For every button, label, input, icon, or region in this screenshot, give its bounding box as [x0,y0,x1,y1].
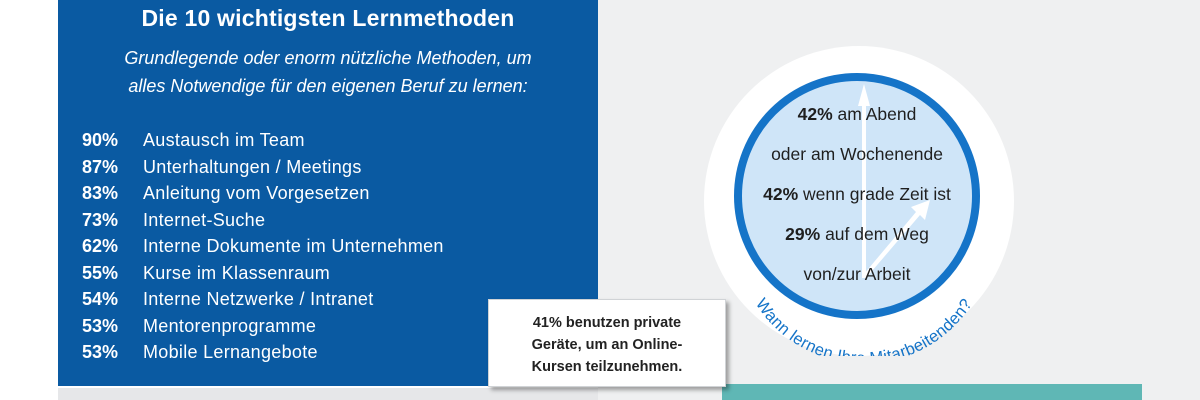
item-percent: 53% [82,342,119,362]
learning-methods-panel: Die 10 wichtigsten Lernmethoden Grundleg… [58,0,598,386]
list-item: 73% Internet-Suche [82,207,592,234]
item-percent: 62% [82,236,119,256]
list-item: 55% Kurse im Klassenraum [82,260,592,287]
clock-line-3: 42% wenn grade Zeit ist [763,184,951,204]
item-percent: 90% [82,130,119,150]
subtitle-line-1: Grundlegende oder enorm nützliche Method… [124,48,532,68]
item-percent: 55% [82,262,119,283]
clock-line-2: oder am Wochenende [771,144,943,164]
clock-text: 42% am Abend oder am Wochenende 42% wenn… [734,94,980,294]
list-item: 53% Mobile Lernangebote [82,339,592,366]
item-label: Austausch im Team [143,130,305,150]
clock-line-4: 29% auf dem Weg [785,224,929,244]
teal-strip [722,384,1142,400]
list-item: 54% Interne Netzwerke / Intranet [82,286,592,313]
subtitle-line-2: alles Notwendige für den eigenen Beruf z… [128,76,528,96]
item-label: Internet-Suche [143,209,266,230]
callout-line-3: Kursen teilzunehmen. [531,359,683,375]
callout-line-1: 41% benutzen private [532,315,682,331]
item-label: Mobile Lernangebote [143,342,318,362]
list-item: 62% Interne Dokumente im Unternehmen [82,233,592,260]
clock-line-5: von/zur Arbeit [803,264,911,284]
item-percent: 73% [82,209,119,230]
list-item: 83% Anleitung vom Vorgesetzen [82,180,592,207]
learning-time-clock: Wann lernen Ihre Mitarbeitenden? 42% am … [704,46,1014,356]
bottom-background [58,388,598,400]
item-label: Mentorenprogramme [143,315,317,336]
methods-list: 90% Austausch im Team 87% Unterhaltungen /… [82,127,592,366]
clock-line-1: 42% am Abend [797,104,917,124]
item-label: Interne Dokumente im Unternehmen [143,236,444,256]
clock-hands-icon [858,84,930,278]
private-devices-callout: 41% benutzen private Geräte, um an Onlin… [488,299,726,387]
item-label: Unterhaltungen / Meetings [143,156,362,177]
item-label: Interne Netzwerke / Intranet [143,289,374,309]
item-label: Kurse im Klassenraum [143,262,331,283]
callout-line-2: Geräte, um an Online- [531,337,683,353]
item-percent: 54% [82,289,119,309]
list-item: 53% Mentorenprogramme [82,313,592,340]
panel-subtitle: Grundlegende oder enorm nützliche Method… [58,44,598,100]
clock-graphics: Wann lernen Ihre Mitarbeitenden? [752,84,976,356]
item-label: Anleitung vom Vorgesetzen [143,183,370,203]
item-percent: 83% [82,183,119,203]
panel-title: Die 10 wichtigsten Lernmethoden [141,5,515,31]
list-item: 90% Austausch im Team [82,127,592,154]
item-percent: 53% [82,315,119,336]
list-item: 87% Unterhaltungen / Meetings [82,154,592,181]
clock-arc-label: Wann lernen Ihre Mitarbeitenden? [752,295,976,356]
item-percent: 87% [82,156,119,177]
clock-face [734,73,980,319]
